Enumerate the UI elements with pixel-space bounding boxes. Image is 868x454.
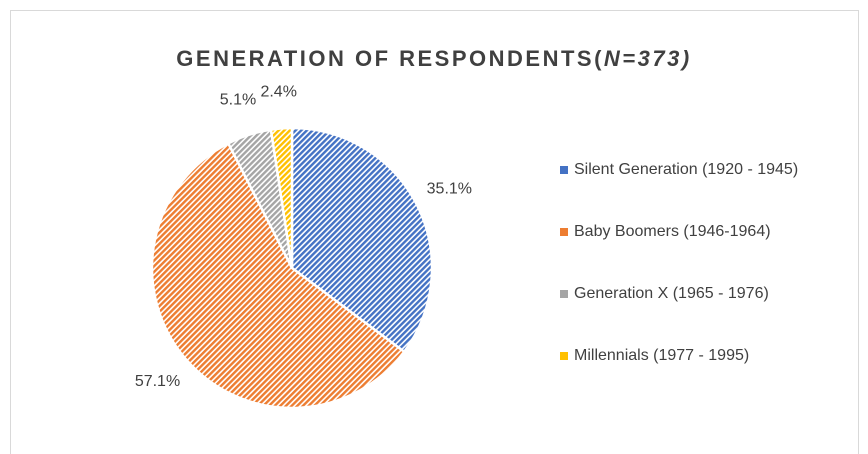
legend-swatch	[560, 228, 568, 236]
legend-label: Baby Boomers (1946-1964)	[574, 223, 771, 240]
chart-border	[10, 10, 859, 454]
data-label: 2.4%	[260, 84, 296, 101]
legend-swatch	[560, 166, 568, 174]
pie-slice	[290, 126, 434, 354]
title-note: N=373)	[604, 46, 692, 71]
chart-title: GENERATION OF RESPONDENTS(N=373)	[176, 46, 691, 71]
legend-swatch	[560, 352, 568, 360]
data-label: 5.1%	[220, 92, 256, 109]
data-label: 57.1%	[135, 373, 180, 390]
legend-label: Millennials (1977 - 1995)	[574, 347, 749, 364]
title-main: GENERATION OF RESPONDENTS(	[176, 46, 604, 71]
legend-swatch	[560, 290, 568, 298]
legend-label: Silent Generation (1920 - 1945)	[574, 161, 798, 178]
data-label: 35.1%	[427, 180, 472, 197]
legend-label: Generation X (1965 - 1976)	[574, 285, 769, 302]
pie-slice	[269, 126, 294, 269]
pie-slice	[150, 141, 406, 410]
